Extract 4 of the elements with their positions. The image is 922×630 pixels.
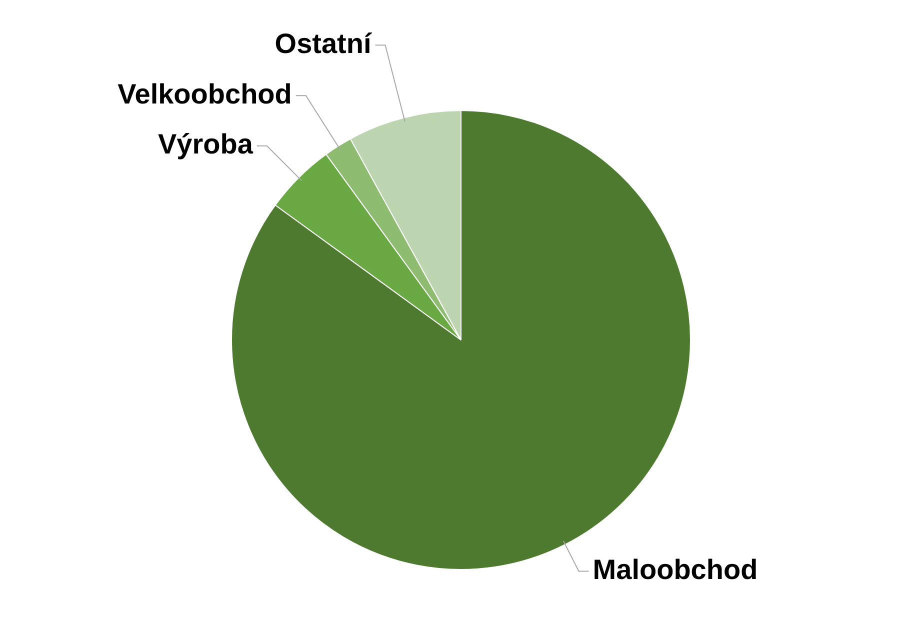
slice-label: Výroba [158,128,254,160]
slice-label: Velkoobchod [118,78,292,110]
slice-label: Ostatní [274,28,372,59]
slice-label: Maloobchod [592,554,758,585]
